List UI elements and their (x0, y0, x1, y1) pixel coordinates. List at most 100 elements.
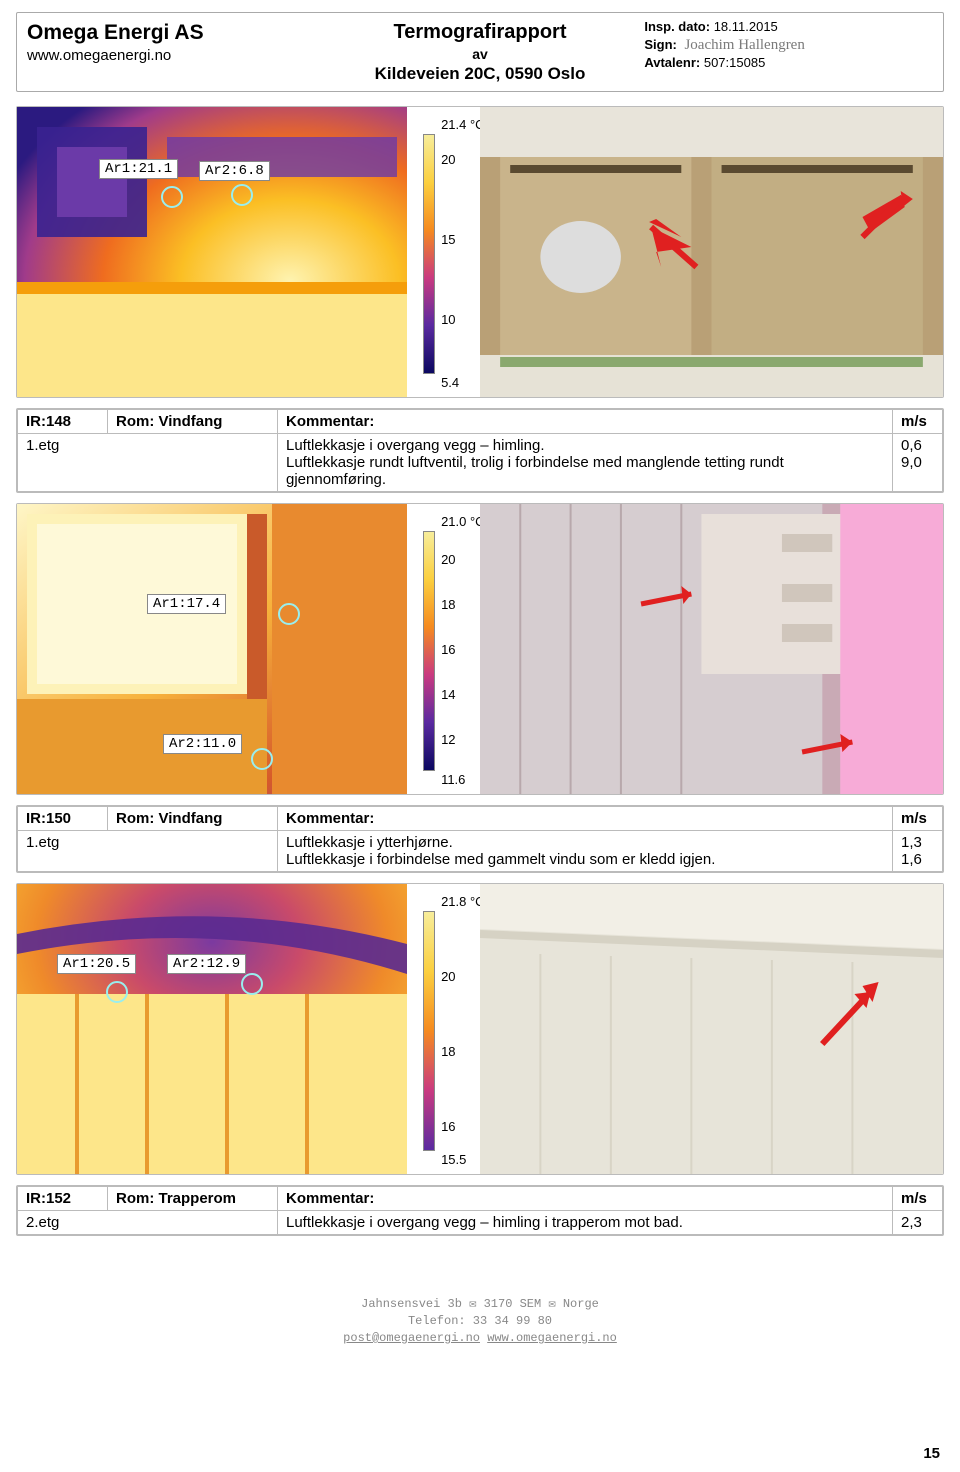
footer-line1: Jahnsensvei 3b ✉ 3170 SEM ✉ Norge (16, 1296, 944, 1313)
report-header: Omega Energi AS www.omegaenergi.no Termo… (16, 12, 944, 92)
insp-date: 18.11.2015 (714, 19, 778, 34)
kommentar-cell: Luftlekkasje i overgang vegg – himling. … (278, 434, 893, 492)
ir-label: IR:152 (18, 1187, 108, 1211)
cb-tick: 12 (441, 732, 455, 747)
thermal-panel-2: Ar1:17.4 Ar2:11.0 21.0 °C 20 18 16 14 12… (17, 504, 480, 794)
rom-header: Rom: Trapperom (108, 1187, 278, 1211)
colorbar-2: 21.0 °C 20 18 16 14 12 11.6 (423, 514, 477, 784)
insp-label: Insp. dato: (644, 19, 710, 34)
cb-tick: 20 (441, 152, 455, 167)
thermal-marker-1b: Ar2:6.8 (199, 161, 270, 181)
colorbar-strip (423, 911, 435, 1151)
report-sub: av (336, 45, 625, 63)
image-block-2: Ar1:17.4 Ar2:11.0 21.0 °C 20 18 16 14 12… (16, 503, 944, 795)
cb-tick: 15 (441, 232, 455, 247)
page-footer: Jahnsensvei 3b ✉ 3170 SEM ✉ Norge Telefo… (16, 1296, 944, 1346)
colorbar-labels: 21.8 °C 20 18 16 15.5 (441, 894, 477, 1166)
thermal-image-1 (17, 107, 407, 397)
cb-tick: 16 (441, 642, 455, 657)
rom-header: Rom: Vindfang (108, 807, 278, 831)
photo-panel-1 (480, 107, 943, 397)
ms-cell: 2,3 (893, 1211, 943, 1235)
cb-tick: 10 (441, 312, 455, 327)
cb-max: 21.8 °C (441, 894, 485, 909)
colorbar-1: 21.4 °C 20 15 10 5.4 (423, 117, 477, 387)
thermal-marker-3b: Ar2:12.9 (167, 954, 246, 974)
cb-tick: 20 (441, 552, 455, 567)
sign-label: Sign: (644, 37, 677, 52)
rom-label: Rom: (116, 810, 154, 827)
envelope-icon: ✉ (548, 1297, 555, 1311)
header-right: Insp. dato: 18.11.2015 Sign: Joachim Hal… (634, 13, 943, 91)
thermal-marker-1a: Ar1:21.1 (99, 159, 178, 179)
ms-header: m/s (893, 410, 943, 434)
photo-image-3 (480, 884, 943, 1174)
photo-panel-3 (480, 884, 943, 1174)
rom-value: Trapperom (159, 1190, 237, 1207)
etg-cell: 1.etg (18, 434, 278, 492)
footer-line3: post@omegaenergi.no www.omegaenergi.no (16, 1330, 944, 1347)
colorbar-3: 21.8 °C 20 18 16 15.5 (423, 894, 477, 1164)
thermal-marker-3a: Ar1:20.5 (57, 954, 136, 974)
cb-tick: 20 (441, 969, 455, 984)
ir-label: IR:148 (18, 410, 108, 434)
company-site: www.omegaenergi.no (27, 46, 316, 66)
page-number: 15 (923, 1445, 940, 1462)
cb-min: 11.6 (441, 772, 465, 787)
header-center: Termografirapport av Kildeveien 20C, 059… (326, 13, 635, 91)
avtale-label: Avtalenr: (644, 55, 700, 70)
footer-addr: Jahnsensvei 3b (361, 1297, 469, 1311)
avtale-value: 507:15085 (704, 55, 765, 70)
ms-cell: 1,3 1,6 (893, 831, 943, 872)
footer-city: 3170 SEM (484, 1297, 549, 1311)
report-title: Termografirapport (336, 19, 625, 45)
footer-country: Norge (563, 1297, 599, 1311)
rom-value: Vindfang (159, 413, 223, 430)
ms-header: m/s (893, 1187, 943, 1211)
image-block-3: Ar1:20.5 Ar2:12.9 21.8 °C 20 18 16 15.5 (16, 883, 944, 1175)
cb-min: 15.5 (441, 1152, 466, 1167)
etg-cell: 2.etg (18, 1211, 278, 1235)
rom-label: Rom: (116, 1190, 154, 1207)
sign-row: Sign: Joachim Hallengren (644, 36, 933, 56)
ms-cell: 0,6 9,0 (893, 434, 943, 492)
colorbar-strip (423, 134, 435, 374)
photo-panel-2 (480, 504, 943, 794)
cb-tick: 16 (441, 1119, 455, 1134)
footer-web: www.omegaenergi.no (487, 1331, 617, 1345)
kommentar-cell: Luftlekkasje i overgang vegg – himling i… (278, 1211, 893, 1235)
insp-date-row: Insp. dato: 18.11.2015 (644, 19, 933, 36)
image-block-1: Ar1:21.1 Ar2:6.8 21.4 °C 20 15 10 5.4 (16, 106, 944, 398)
cb-min: 5.4 (441, 375, 459, 390)
colorbar-strip (423, 531, 435, 771)
cb-tick: 14 (441, 687, 455, 702)
envelope-icon: ✉ (469, 1297, 476, 1311)
thermal-panel-3: Ar1:20.5 Ar2:12.9 21.8 °C 20 18 16 15.5 (17, 884, 480, 1174)
company-name: Omega Energi AS (27, 19, 316, 46)
photo-image-2 (480, 504, 943, 794)
kommentar-header: Kommentar: (278, 807, 893, 831)
thermal-marker-2b: Ar2:11.0 (163, 734, 242, 754)
etg-cell: 1.etg (18, 831, 278, 872)
cb-tick: 18 (441, 1044, 455, 1059)
signature: Joachim Hallengren (684, 36, 804, 56)
info-table-3: IR:152 Rom: Trapperom Kommentar: m/s 2.e… (16, 1185, 944, 1236)
cb-max: 21.0 °C (441, 514, 485, 529)
info-table-2: IR:150 Rom: Vindfang Kommentar: m/s 1.et… (16, 805, 944, 873)
report-location: Kildeveien 20C, 0590 Oslo (336, 63, 625, 85)
kommentar-header: Kommentar: (278, 410, 893, 434)
thermal-panel-1: Ar1:21.1 Ar2:6.8 21.4 °C 20 15 10 5.4 (17, 107, 480, 397)
ms-header: m/s (893, 807, 943, 831)
avtale-row: Avtalenr: 507:15085 (644, 55, 933, 72)
cb-tick: 18 (441, 597, 455, 612)
rom-header: Rom: Vindfang (108, 410, 278, 434)
thermal-image-3 (17, 884, 407, 1174)
thermal-marker-2a: Ar1:17.4 (147, 594, 226, 614)
footer-line2: Telefon: 33 34 99 80 (16, 1313, 944, 1330)
rom-value: Vindfang (159, 810, 223, 827)
colorbar-labels: 21.0 °C 20 18 16 14 12 11.6 (441, 514, 477, 786)
cb-max: 21.4 °C (441, 117, 485, 132)
ir-label: IR:150 (18, 807, 108, 831)
kommentar-header: Kommentar: (278, 1187, 893, 1211)
header-left: Omega Energi AS www.omegaenergi.no (17, 13, 326, 91)
